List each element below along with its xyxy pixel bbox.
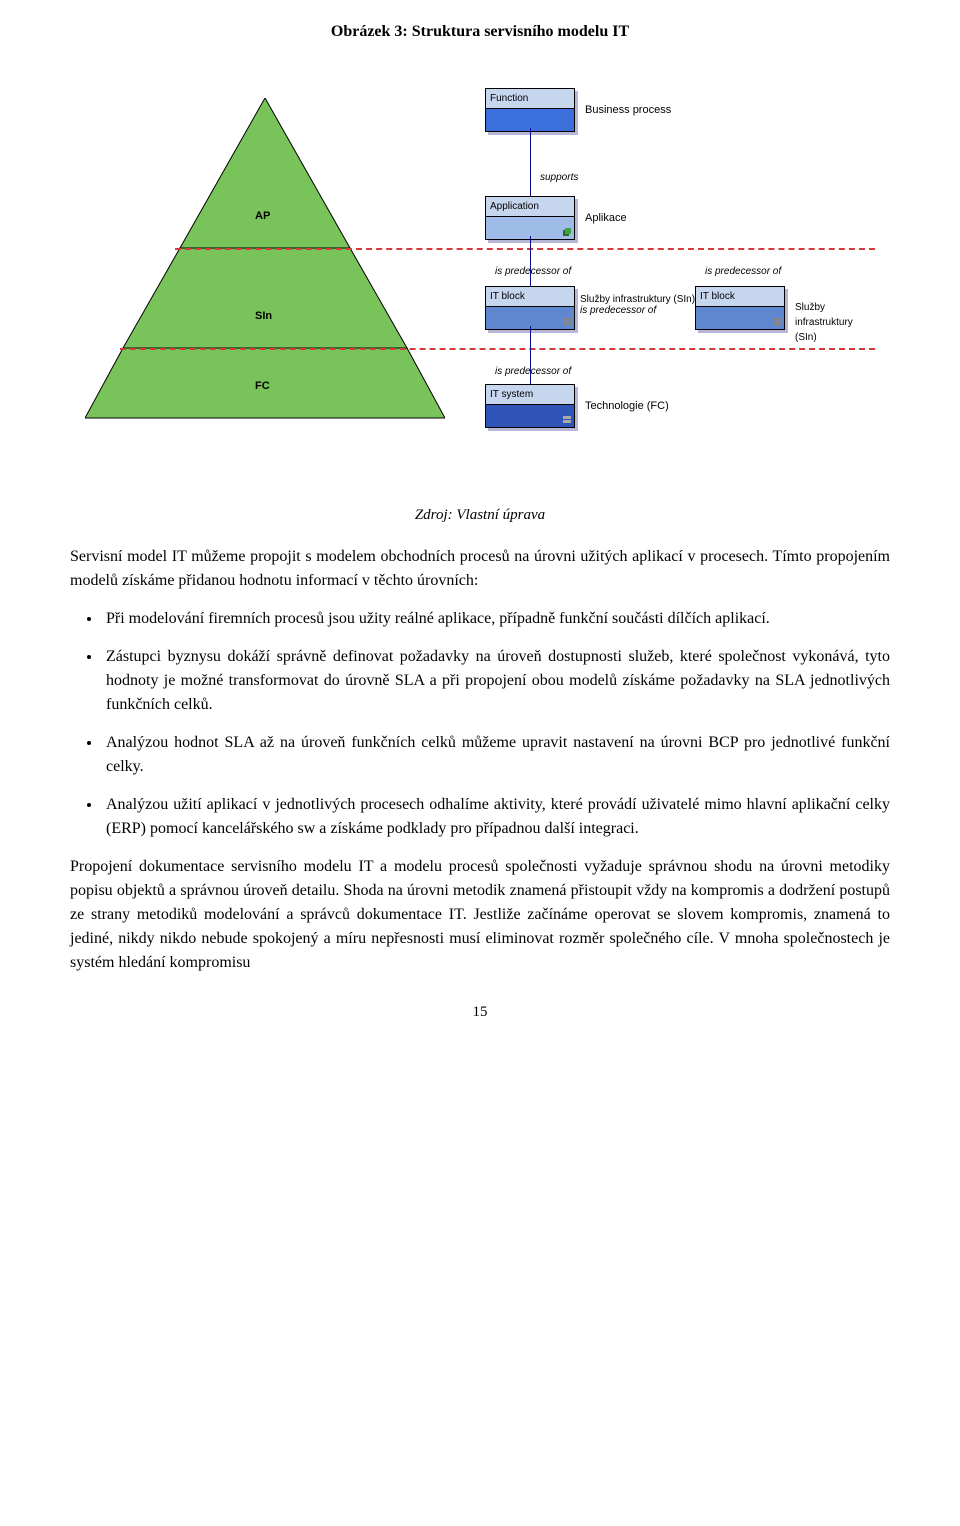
node-itblock-2-header: IT block: [696, 287, 784, 307]
bullet-item: Analýzou užití aplikací v jednotlivých p…: [102, 793, 890, 841]
connector-pred-2-label: is predecessor of: [705, 264, 781, 279]
node-itsystem-label: Technologie (FC): [585, 398, 669, 415]
dash-sin-fc: [120, 348, 875, 350]
node-itsystem-header: IT system: [486, 385, 574, 405]
node-application-header: Application: [486, 197, 574, 217]
pyramid: [85, 98, 445, 468]
connector-supports: [530, 128, 531, 196]
bullet-item: Analýzou hodnot SLA až na úroveň funkční…: [102, 731, 890, 779]
itblock1-label-text: Služby infrastruktury (SIn): [580, 294, 695, 305]
bullet-list: Při modelování firemních procesů jsou už…: [102, 607, 890, 841]
connector-supports-label: supports: [540, 170, 578, 185]
node-application: Application: [485, 196, 575, 240]
server-icon: [562, 317, 572, 327]
paragraph-intro: Servisní model IT můžeme propojit s mode…: [70, 545, 890, 593]
node-itblock-1: IT block: [485, 286, 575, 330]
node-itblock-1-label: Služby infrastruktury (SIn) is predecess…: [580, 294, 695, 316]
node-itblock-2-label: Služby infrastruktury (SIn): [795, 300, 875, 345]
node-itsystem: IT system: [485, 384, 575, 428]
cube-icon: [562, 227, 572, 237]
diagram: AP SIn FC Function Business process supp…: [85, 58, 875, 488]
source-value: Vlastní úprava: [456, 507, 545, 523]
pyramid-label-ap: AP: [255, 208, 270, 225]
source-label: Zdroj: [415, 507, 448, 523]
server-icon: [562, 415, 572, 425]
figure-source: Zdroj: Vlastní úprava: [70, 504, 890, 527]
pyramid-label-fc: FC: [255, 378, 270, 395]
node-itblock-2: IT block: [695, 286, 785, 330]
node-application-label: Aplikace: [585, 210, 627, 227]
connector-pred-3-label: is predecessor of: [495, 364, 571, 379]
pyramid-label-sin: SIn: [255, 308, 272, 325]
node-function-label: Business process: [585, 102, 671, 119]
connector-pred-1-label: is predecessor of: [495, 264, 571, 279]
bullet-item: Při modelování firemních procesů jsou už…: [102, 607, 890, 631]
server-icon: [772, 317, 782, 327]
node-function-header: Function: [486, 89, 574, 109]
node-itblock-1-header: IT block: [486, 287, 574, 307]
page-number: 15: [70, 1001, 890, 1024]
figure-title: Obrázek 3: Struktura servisního modelu I…: [70, 20, 890, 44]
paragraph-closing: Propojení dokumentace servisního modelu …: [70, 855, 890, 975]
itblock1-sublabel: is predecessor of: [580, 305, 656, 316]
dash-ap-sin: [175, 248, 875, 250]
node-function: Function: [485, 88, 575, 132]
bullet-item: Zástupci byznysu dokáží správně definova…: [102, 645, 890, 717]
